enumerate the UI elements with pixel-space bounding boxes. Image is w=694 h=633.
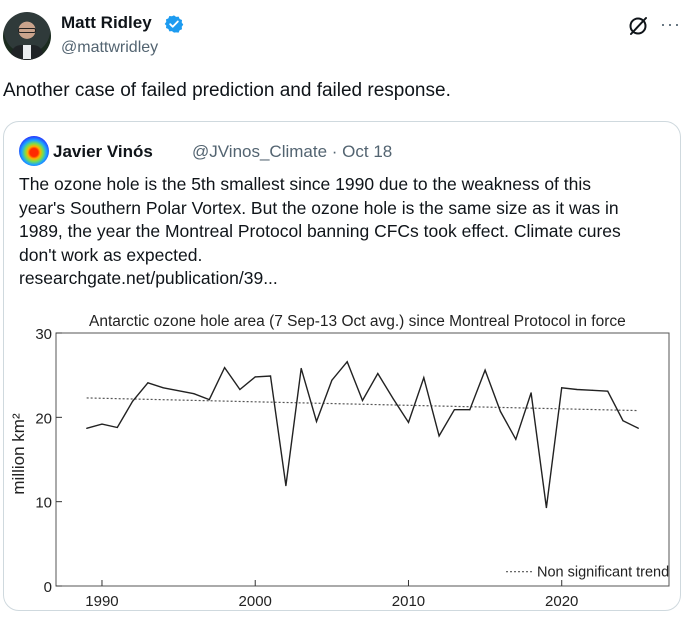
x-tick-label: 2020: [545, 593, 578, 610]
data-point: [392, 398, 394, 400]
quoted-text-line: don't work as expected.: [19, 244, 203, 265]
data-point: [346, 361, 348, 363]
legend-trend-label: Non significant trend: [537, 565, 669, 581]
y-tick-label: 0: [44, 579, 52, 596]
chart-title: Antarctic ozone hole area (7 Sep-13 Oct …: [89, 313, 626, 330]
data-point: [86, 427, 88, 429]
more-options-icon[interactable]: ···: [660, 14, 681, 34]
quoted-author-name[interactable]: Javier Vinós: [53, 142, 153, 161]
data-point: [361, 399, 364, 402]
data-point: [407, 421, 410, 423]
data-point: [576, 388, 578, 391]
data-point: [607, 390, 609, 392]
quoted-text-line: 1989, the year the Montreal Protocol ban…: [19, 221, 621, 241]
quoted-post[interactable]: Javier Vinós @JVinos_Climate · Oct 18 Th…: [3, 121, 681, 611]
x-tick-label: 1990: [85, 593, 118, 610]
y-tick-label: 20: [35, 410, 52, 427]
data-point: [530, 392, 532, 394]
data-point: [515, 438, 517, 440]
plot-frame: [55, 332, 670, 587]
data-point: [193, 393, 195, 395]
data-point: [637, 427, 639, 429]
post-text: Another case of failed prediction and fa…: [3, 80, 451, 101]
data-point: [239, 388, 241, 391]
data-point: [285, 485, 287, 487]
data-point: [147, 382, 149, 384]
quoted-author-avatar[interactable]: [19, 136, 49, 166]
data-point: [208, 399, 210, 401]
verified-badge-icon: [164, 15, 184, 33]
ozone-chart: Antarctic ozone hole area (7 Sep-13 Oct …: [9, 313, 670, 610]
data-point: [438, 435, 440, 437]
data-point: [223, 366, 226, 369]
y-axis-label: million km²: [9, 413, 28, 495]
data-point: [484, 369, 486, 371]
y-tick-label: 10: [35, 495, 52, 512]
ozone-area-series-line: [86, 360, 639, 508]
quoted-link[interactable]: researchgate.net/publication/39...: [19, 268, 278, 288]
author-handle[interactable]: @mattwridley: [61, 39, 159, 56]
data-point: [469, 409, 471, 411]
y-tick-label: 30: [35, 326, 52, 343]
data-point: [315, 420, 318, 423]
data-point: [269, 375, 272, 377]
data-point: [331, 379, 333, 381]
quoted-post-text: The ozone hole is the 5th smallest since…: [19, 173, 659, 291]
data-point: [499, 410, 502, 413]
author-avatar[interactable]: [3, 12, 51, 60]
data-point: [622, 420, 624, 422]
data-point: [453, 409, 456, 411]
avatar-glasses: [18, 28, 36, 33]
grok-icon[interactable]: [627, 15, 649, 37]
data-point: [377, 372, 379, 375]
data-point: [254, 376, 256, 378]
data-point: [545, 506, 548, 509]
quoted-text-line: The ozone hole is the 5th smallest since…: [19, 174, 592, 194]
data-point: [101, 423, 103, 425]
data-point: [423, 377, 425, 379]
data-point: [116, 426, 118, 429]
data-point: [132, 400, 134, 402]
quoted-text-line: year's Southern Polar Vortex. But the oz…: [19, 197, 619, 218]
data-point: [300, 367, 302, 370]
x-tick-label: 2000: [239, 593, 272, 610]
post-header: Matt Ridley @mattwridley ···: [0, 0, 694, 70]
data-point: [561, 387, 563, 389]
author-name[interactable]: Matt Ridley: [61, 13, 152, 32]
data-point: [162, 387, 164, 389]
data-point: [591, 389, 593, 391]
avatar-shirt: [23, 45, 31, 59]
x-tick-label: 2010: [392, 593, 425, 610]
quoted-author-handle-date[interactable]: @JVinos_Climate · Oct 18: [192, 142, 393, 161]
